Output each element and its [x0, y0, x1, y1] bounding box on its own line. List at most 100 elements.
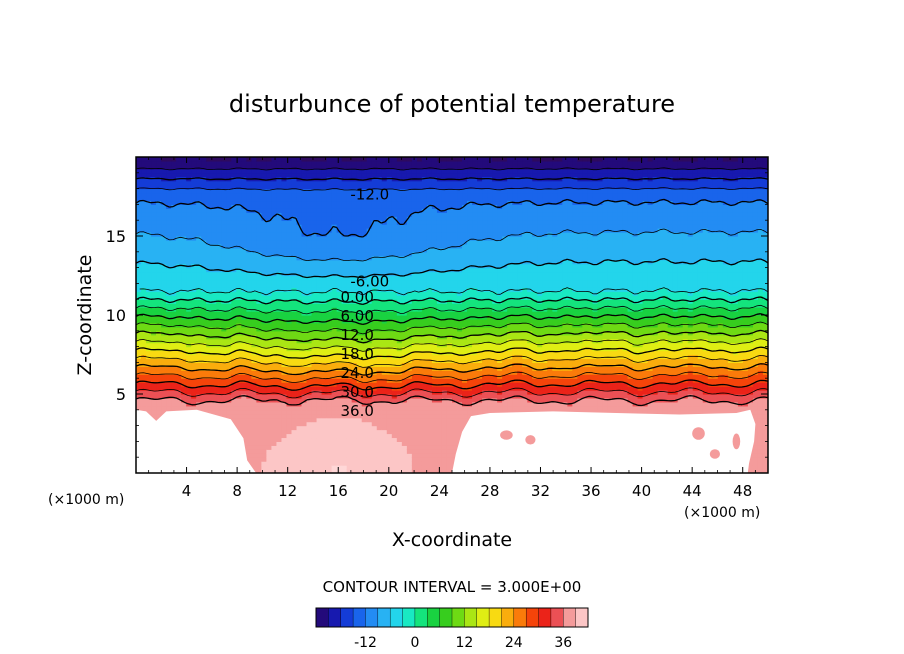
field-cell-2350	[281, 350, 288, 356]
field-cell-694	[176, 255, 182, 261]
field-cell-47	[136, 283, 142, 288]
field-cell-2636	[296, 168, 303, 174]
field-cell-3777	[371, 401, 378, 407]
field-cell-922	[191, 303, 197, 308]
field-cell-4146	[391, 208, 398, 213]
field-cell-4762	[431, 303, 438, 308]
field-cell-1142	[206, 382, 212, 387]
field-cell-842	[186, 303, 192, 308]
field-cell-2377	[281, 243, 288, 249]
field-cell-216	[146, 247, 152, 253]
field-cell-1312	[216, 342, 222, 348]
field-cell-448	[161, 279, 167, 284]
field-cell-3013	[321, 259, 328, 265]
field-cell-4568	[421, 437, 428, 442]
field-cell-1637	[236, 322, 242, 328]
field-cell-2608	[296, 279, 303, 284]
field-cell-395	[156, 172, 162, 178]
field-cell-4828	[436, 358, 443, 363]
field-cell-4979	[446, 394, 453, 399]
field-cell-762	[181, 303, 187, 308]
field-cell-1135	[206, 409, 212, 415]
field-cell-1812	[246, 263, 252, 269]
field-cell-4885	[441, 449, 448, 454]
field-cell-4012	[386, 421, 393, 427]
field-cell-2211	[271, 267, 278, 273]
field-cell-2194	[271, 334, 278, 340]
field-cell-2579	[296, 394, 303, 399]
field-cell-1073	[201, 338, 207, 344]
field-cell-1747	[241, 204, 247, 209]
field-cell-345	[156, 370, 162, 375]
field-cell-3992	[381, 184, 388, 190]
field-cell-1003	[196, 299, 202, 304]
field-cell-3818	[371, 239, 378, 245]
field-cell-4974	[446, 413, 453, 419]
field-cell-2185	[271, 370, 278, 375]
field-cell-111	[141, 346, 147, 352]
field-cell-3685	[366, 449, 373, 454]
field-cell-3092	[326, 263, 333, 269]
field-cell-2797	[306, 164, 313, 170]
field-cell-3730	[366, 271, 373, 277]
field-cell-635	[171, 172, 177, 178]
field-cell-1379	[221, 394, 227, 399]
field-cell-3830	[371, 192, 378, 198]
field-cell-2788	[306, 200, 313, 205]
field-cell-764	[181, 295, 187, 300]
field-cell-784	[181, 216, 187, 221]
field-cell-1031	[196, 188, 202, 194]
field-cell-2102	[266, 382, 273, 387]
field-cell-1219	[211, 394, 217, 399]
field-cell-4765	[431, 291, 438, 296]
field-cell-1259	[211, 236, 217, 241]
field-cell-3481	[351, 307, 358, 312]
field-cell-2509	[291, 354, 298, 360]
field-cell-1879	[251, 315, 257, 320]
field-cell-2853	[311, 259, 318, 265]
field-cell-4853	[436, 259, 443, 265]
field-cell-3074	[326, 334, 333, 340]
field-cell-2802	[311, 461, 318, 466]
field-cell-3832	[371, 184, 378, 190]
field-cell-2601	[296, 307, 303, 312]
field-cell-1485	[226, 291, 232, 296]
field-cell-3193	[331, 180, 338, 186]
field-cell-2711	[301, 188, 308, 194]
field-cell-2021	[261, 386, 268, 391]
field-cell-4899	[441, 394, 448, 399]
field-cell-4855	[436, 251, 443, 257]
field-cell-471	[161, 188, 167, 194]
field-cell-1191	[206, 188, 212, 194]
field-cell-4110	[391, 350, 398, 356]
field-cell-4368	[406, 279, 413, 284]
field-cell-4207	[396, 283, 403, 288]
field-cell-199	[146, 315, 152, 320]
field-cell-2056	[261, 247, 268, 253]
field-cell-2543	[291, 220, 298, 225]
field-cell-1918	[251, 160, 257, 166]
field-cell-1570	[231, 271, 237, 277]
field-cell-4168	[396, 437, 403, 442]
field-cell-2389	[281, 196, 288, 202]
field-cell-2306	[276, 208, 283, 213]
field-cell-1502	[226, 224, 232, 229]
field-cell-4247	[401, 441, 408, 446]
field-cell-2204	[271, 295, 278, 300]
field-cell-4932	[441, 263, 448, 269]
field-cell-4077	[386, 164, 393, 170]
field-cell-1920	[256, 469, 262, 473]
field-cell-4484	[416, 453, 423, 458]
field-cell-2881	[316, 465, 323, 470]
field-cell-796	[181, 168, 187, 174]
field-cell-3746	[366, 208, 373, 213]
field-cell-2325	[281, 449, 288, 454]
field-cell-209	[146, 275, 152, 281]
field-cell-3572	[356, 263, 363, 269]
field-cell-4277	[401, 322, 408, 328]
field-cell-4133	[391, 259, 398, 265]
field-cell-876	[186, 168, 192, 174]
field-cell-2736	[306, 405, 313, 411]
field-cell-2423	[286, 378, 293, 383]
field-cell-4601	[421, 307, 428, 312]
